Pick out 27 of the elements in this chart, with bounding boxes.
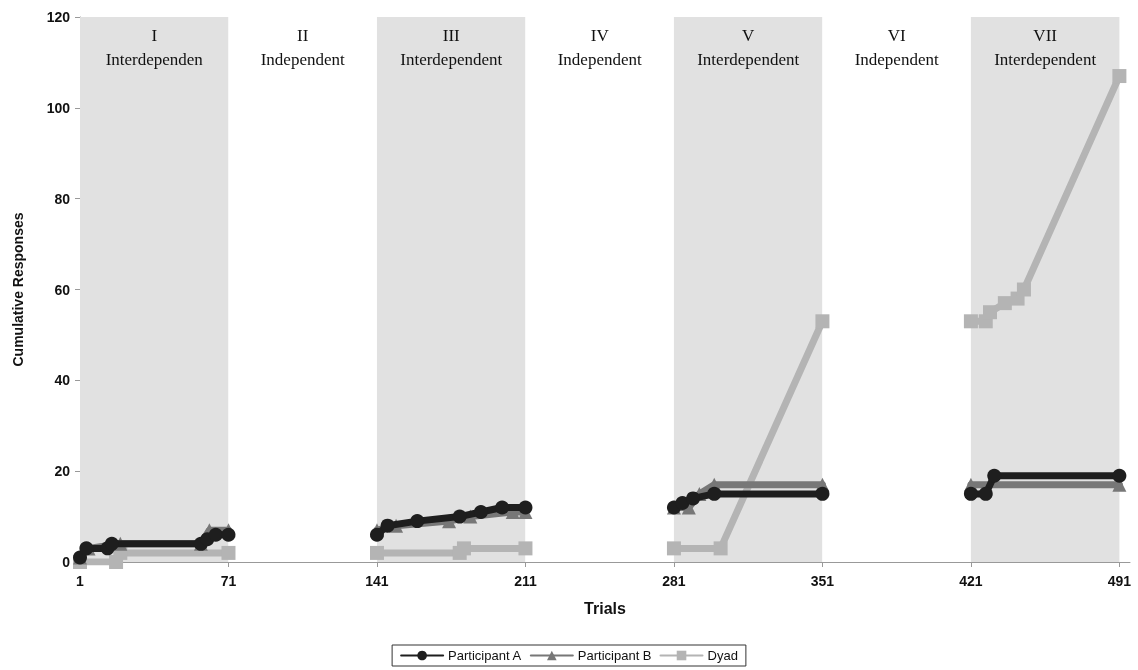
y-tick-label: 80 — [54, 190, 71, 207]
band-label: VII Interdependent — [994, 25, 1097, 69]
y-tick-label: 100 — [46, 99, 71, 116]
band-label: II Independent — [260, 25, 346, 69]
band-label: V Interdependent — [697, 25, 800, 69]
y-tick-label: 0 — [62, 554, 71, 570]
y-tick-label: 20 — [54, 463, 71, 480]
x-tick-label: 71 — [220, 573, 237, 589]
x-tick-label: 281 — [662, 573, 686, 589]
x-tick-label: 351 — [810, 573, 835, 589]
x-tick-label: 1 — [76, 573, 85, 589]
x-tick-label: 211 — [514, 573, 537, 589]
band-label: IV Independent — [557, 25, 642, 69]
legend-label: Participant B — [577, 648, 652, 663]
band-label: III Interdependent — [400, 25, 503, 69]
legend-label: Dyad — [707, 648, 738, 663]
y-tick-label: 120 — [46, 9, 71, 25]
y-axis-title: Cumulative Responses — [10, 212, 26, 367]
x-axis-title: Trials — [584, 599, 626, 617]
band-label: I Interdependen — [105, 25, 204, 69]
legend-label: Participant A — [448, 648, 522, 663]
x-tick-label: 141 — [365, 573, 389, 589]
x-tick-label: 421 — [959, 573, 983, 589]
band-label: VI Independent — [854, 25, 939, 69]
x-tick-label: 491 — [1107, 573, 1132, 589]
y-tick-label: 40 — [54, 372, 71, 389]
y-tick-label: 60 — [54, 281, 71, 298]
